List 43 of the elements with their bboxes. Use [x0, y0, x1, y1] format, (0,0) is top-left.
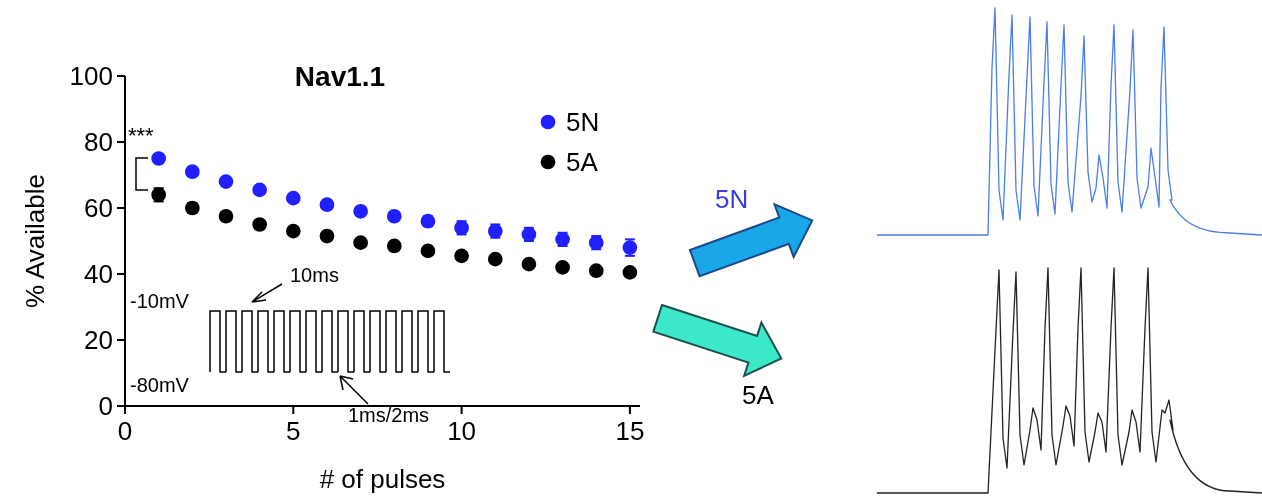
- legend-label: 5N: [566, 107, 600, 138]
- point: [622, 265, 638, 280]
- y-tick-label: 20: [84, 325, 113, 356]
- point: [319, 197, 335, 213]
- x-tick-label: 15: [615, 416, 645, 446]
- point: [386, 238, 402, 254]
- point: [386, 208, 402, 224]
- point: [184, 164, 200, 180]
- y-tick-label: 80: [84, 127, 113, 158]
- y-tick-label: 60: [84, 193, 113, 224]
- point: [454, 248, 469, 264]
- point: [151, 151, 167, 166]
- point: [420, 243, 436, 259]
- point: [218, 174, 234, 189]
- point: [487, 251, 503, 267]
- point: [285, 223, 301, 239]
- point: [521, 256, 537, 272]
- text: 5A: [742, 380, 775, 410]
- point: [588, 263, 604, 279]
- legend-label: 5A: [566, 147, 599, 178]
- y-tick-label: 100: [69, 61, 113, 92]
- point: [252, 182, 267, 198]
- x-axis-title: # of pulses: [319, 464, 446, 494]
- point: [252, 217, 267, 232]
- y-tick-label: 40: [84, 259, 113, 290]
- point: [319, 228, 335, 244]
- point: [353, 235, 368, 250]
- annotation: -80mV: [130, 374, 190, 396]
- point: [218, 208, 234, 224]
- point: [353, 203, 368, 219]
- text: 5N: [715, 184, 749, 214]
- annotation: ***: [128, 123, 155, 148]
- y-tick-label: 0: [98, 391, 113, 422]
- x-tick-label: 5: [286, 416, 301, 446]
- x-tick-label: 10: [447, 416, 477, 446]
- chart-title: Nav1.1: [294, 61, 386, 92]
- x-tick-label: 0: [117, 416, 133, 446]
- point: [555, 260, 570, 275]
- point: [285, 190, 301, 206]
- annotation: 10ms: [290, 264, 339, 286]
- annotation: -10mV: [130, 290, 190, 312]
- y-axis-title: % Available: [20, 174, 50, 308]
- annotation: 1ms/2ms: [348, 404, 430, 426]
